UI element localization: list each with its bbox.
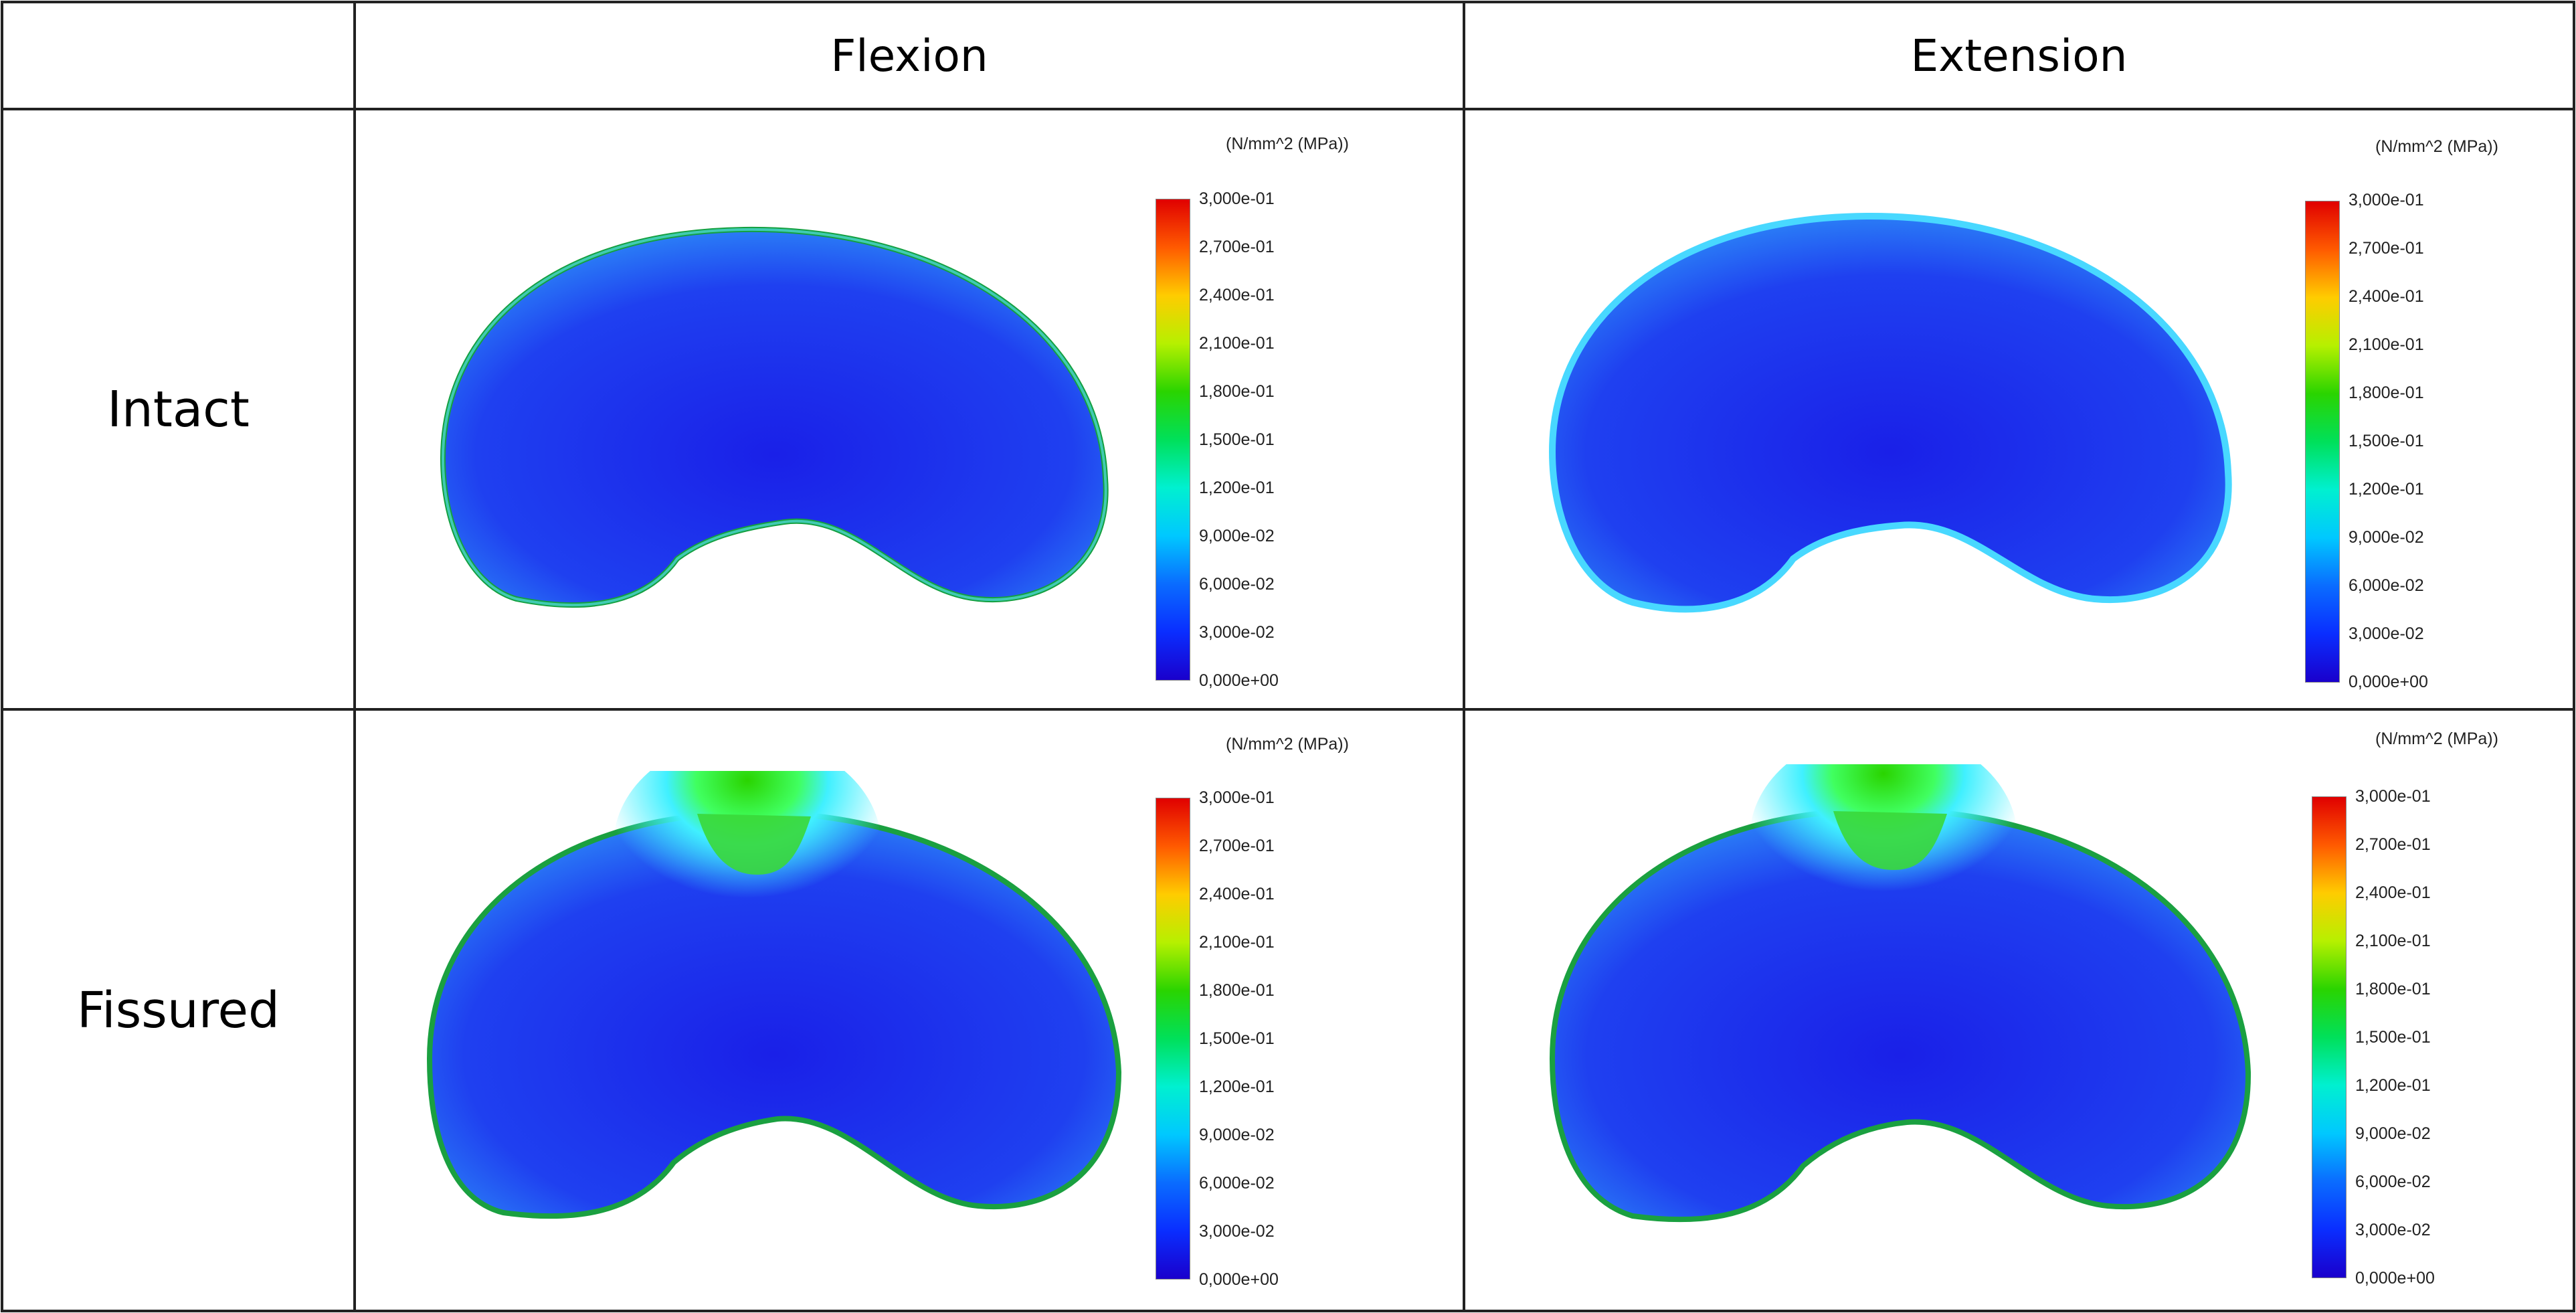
tick-label: 2,400e-01: [1199, 286, 1275, 304]
color-scale-bar: [2305, 201, 2340, 683]
tick-label: 1,800e-01: [1199, 981, 1275, 1000]
stress-contour-fissured-extension: [1549, 764, 2251, 1223]
color-scale-bar: [2312, 796, 2347, 1278]
tick-label: 2,400e-01: [2355, 883, 2431, 902]
tick-label: 0,000e+00: [2349, 673, 2428, 691]
tick-label: 2,400e-01: [2349, 287, 2424, 306]
tick-label: 6,000e-02: [2349, 576, 2424, 595]
tick-label: 2,100e-01: [2349, 335, 2424, 354]
tick-label: 2,700e-01: [1199, 238, 1275, 256]
tick-label: 9,000e-02: [1199, 527, 1275, 545]
tick-label: 2,100e-01: [1199, 933, 1275, 952]
panel-fissured-flexion: (N/mm^2 (MPa)) 3,000e-01 2,700e-01 2,400…: [356, 711, 1463, 1310]
tick-label: 1,800e-01: [1199, 382, 1275, 401]
color-scale-bar: [1156, 798, 1190, 1280]
tick-label: 2,700e-01: [2349, 239, 2424, 258]
panel-fissured-extension: (N/mm^2 (MPa)) 3,000e-01 2,700e-01 2,400…: [1465, 711, 2573, 1310]
panel-intact-flexion: (N/mm^2 (MPa)) 3,000e-01 2,700e-01 2,400…: [356, 110, 1463, 708]
tick-label: 1,500e-01: [2349, 432, 2424, 450]
tick-label: 6,000e-02: [1199, 1174, 1275, 1193]
column-header-flexion: Flexion: [830, 29, 988, 82]
stress-contour-intact-extension: [1548, 212, 2232, 613]
tick-label: 3,000e-02: [2349, 624, 2424, 643]
tick-label: 2,100e-01: [1199, 334, 1275, 353]
tick-label: 1,200e-01: [1199, 478, 1275, 497]
tick-label: 9,000e-02: [2355, 1124, 2431, 1143]
tick-label: 3,000e-01: [2349, 191, 2424, 209]
tick-label: 9,000e-02: [1199, 1126, 1275, 1144]
tick-label: 1,500e-01: [2355, 1028, 2431, 1047]
tick-label: 1,800e-01: [2349, 383, 2424, 402]
tick-label: 0,000e+00: [1199, 671, 1279, 690]
unit-label: (N/mm^2 (MPa)): [1226, 135, 1349, 153]
tick-label: 3,000e-01: [1199, 788, 1275, 807]
tick-label: 1,500e-01: [1199, 430, 1275, 449]
tick-label: 3,000e-02: [1199, 1222, 1275, 1241]
row-label-fissured: Fissured: [76, 981, 280, 1039]
stress-contour-fissured-flexion: [426, 771, 1122, 1219]
tick-label: 2,700e-01: [2355, 835, 2431, 854]
tick-label: 0,000e+00: [2355, 1269, 2435, 1288]
unit-label: (N/mm^2 (MPa)): [1226, 735, 1349, 754]
tick-label: 1,500e-01: [1199, 1029, 1275, 1048]
tick-label: 3,000e-02: [2355, 1221, 2431, 1239]
color-scale-bar: [1156, 199, 1190, 681]
tick-label: 1,200e-01: [1199, 1077, 1275, 1096]
stress-contour-intact-flexion: [440, 226, 1109, 608]
tick-label: 6,000e-02: [1199, 575, 1275, 594]
tick-label: 1,200e-01: [2355, 1076, 2431, 1095]
tick-label: 2,700e-01: [1199, 837, 1275, 855]
panel-intact-extension: (N/mm^2 (MPa)) 3,000e-01 2,700e-01 2,400…: [1465, 110, 2573, 708]
tick-label: 2,100e-01: [2355, 932, 2431, 950]
row-label-intact: Intact: [107, 380, 250, 438]
tick-label: 3,000e-02: [1199, 623, 1275, 642]
tick-label: 1,200e-01: [2349, 480, 2424, 499]
tick-label: 6,000e-02: [2355, 1172, 2431, 1191]
tick-label: 3,000e-01: [2355, 787, 2431, 806]
unit-label: (N/mm^2 (MPa)): [2375, 729, 2498, 748]
tick-label: 1,800e-01: [2355, 980, 2431, 998]
column-header-extension: Extension: [1910, 29, 2128, 82]
tick-label: 3,000e-01: [1199, 189, 1275, 208]
tick-label: 9,000e-02: [2349, 528, 2424, 547]
tick-label: 0,000e+00: [1199, 1270, 1279, 1289]
tick-label: 2,400e-01: [1199, 885, 1275, 903]
unit-label: (N/mm^2 (MPa)): [2375, 137, 2498, 156]
